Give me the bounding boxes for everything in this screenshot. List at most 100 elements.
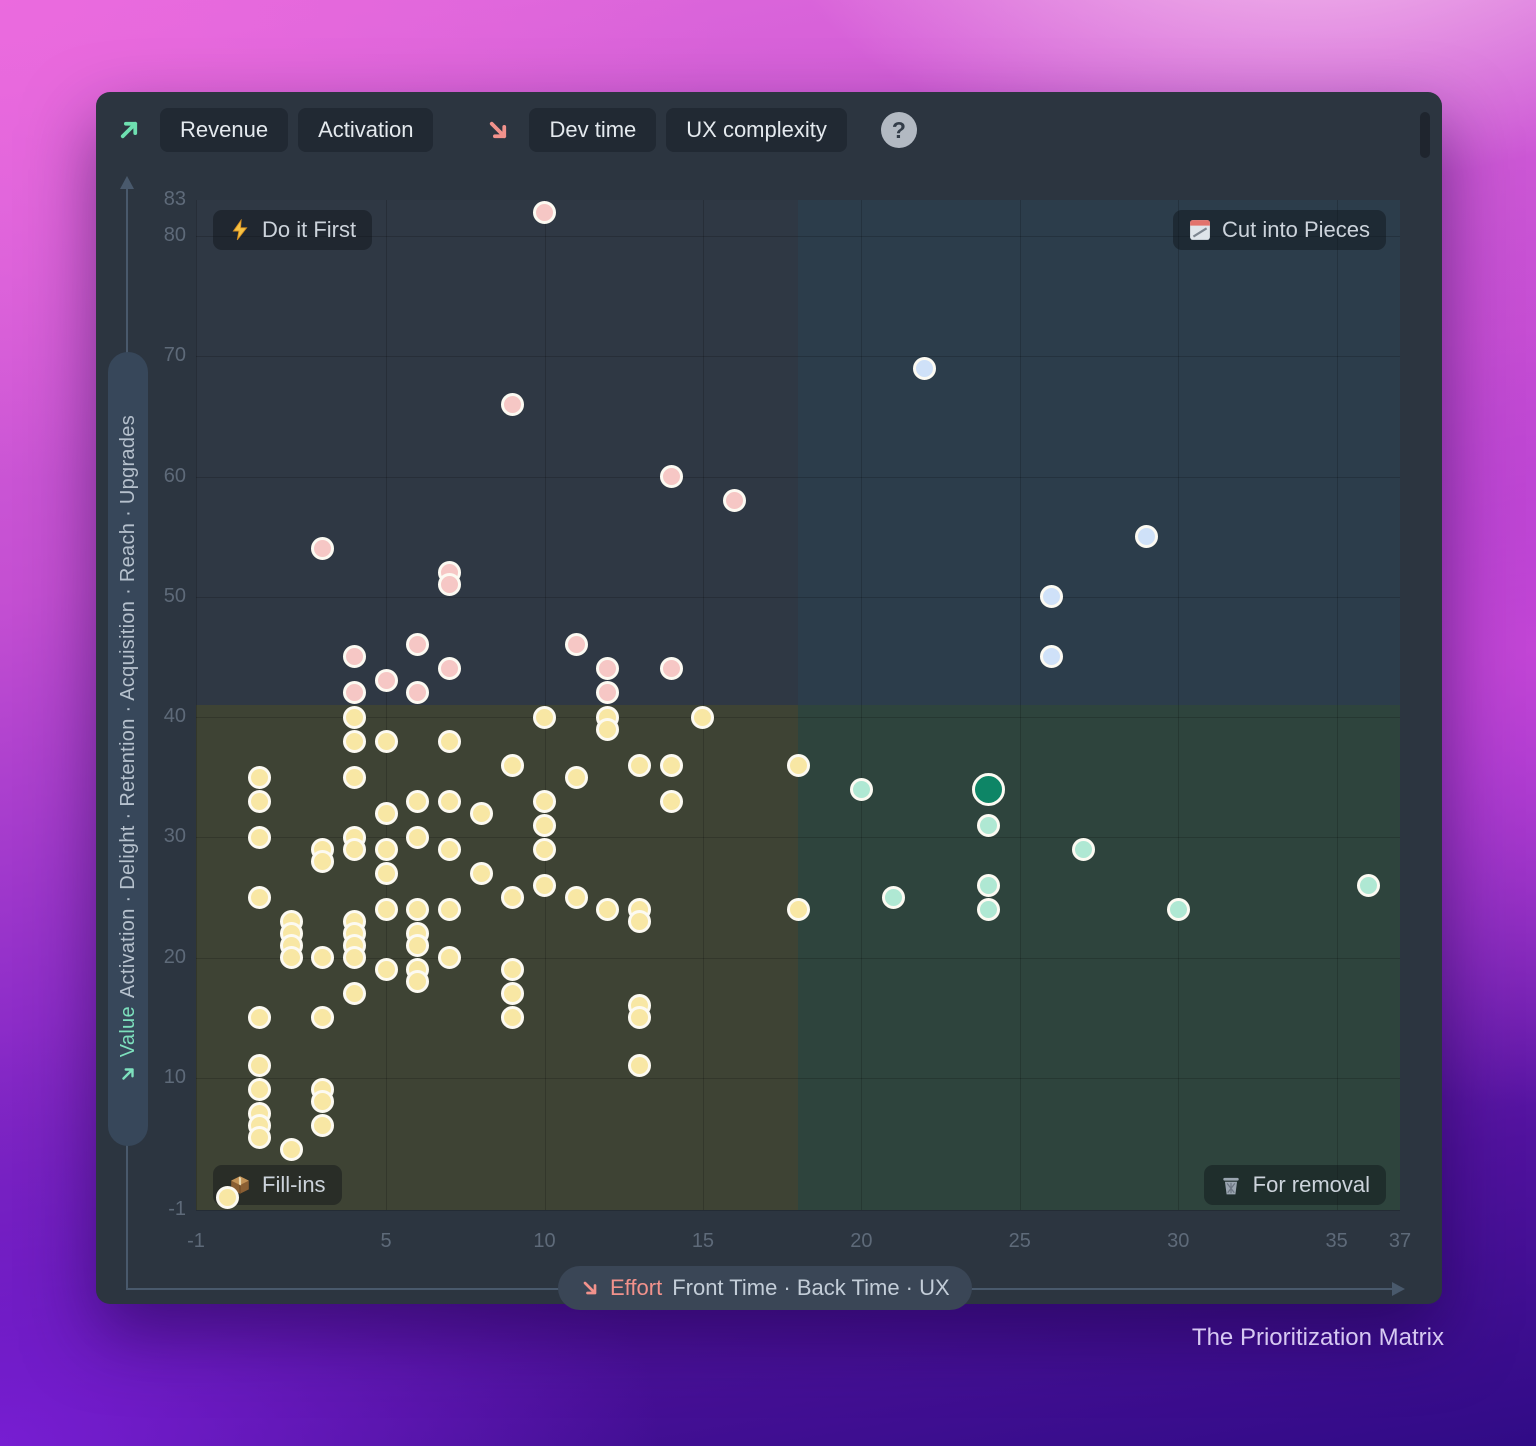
data-point[interactable]	[342, 645, 366, 669]
toolbar-scrollbar-thumb[interactable]	[1420, 112, 1430, 158]
data-point[interactable]	[342, 765, 366, 789]
data-point[interactable]	[247, 789, 271, 813]
data-point[interactable]	[1166, 897, 1190, 921]
data-point[interactable]	[628, 1054, 652, 1078]
data-point[interactable]	[342, 681, 366, 705]
data-point[interactable]	[279, 1138, 303, 1162]
data-point[interactable]	[913, 356, 937, 380]
data-point[interactable]	[564, 765, 588, 789]
data-point[interactable]	[469, 801, 493, 825]
data-point[interactable]	[342, 705, 366, 729]
gridline-horizontal	[196, 1210, 1400, 1211]
data-point[interactable]	[437, 897, 461, 921]
data-point[interactable]	[659, 753, 683, 777]
data-point[interactable]	[437, 946, 461, 969]
data-point[interactable]	[406, 970, 430, 994]
data-point[interactable]	[1039, 645, 1063, 669]
data-point[interactable]	[374, 837, 398, 861]
data-point[interactable]	[659, 657, 683, 681]
data-point[interactable]	[311, 1006, 335, 1030]
data-point[interactable]	[374, 861, 398, 885]
dev-time-button[interactable]: Dev time	[529, 108, 657, 152]
data-point[interactable]	[1039, 585, 1063, 609]
data-point[interactable]	[374, 729, 398, 753]
data-point[interactable]	[596, 897, 620, 921]
data-point[interactable]	[406, 897, 430, 921]
data-point[interactable]	[849, 777, 873, 801]
data-point[interactable]	[533, 873, 557, 897]
data-point[interactable]	[1135, 525, 1159, 549]
data-point[interactable]	[342, 837, 366, 861]
data-point[interactable]	[1356, 873, 1380, 897]
data-point[interactable]	[311, 1114, 335, 1138]
data-point[interactable]	[342, 729, 366, 753]
data-point[interactable]	[247, 825, 271, 849]
data-point[interactable]	[437, 657, 461, 681]
data-point[interactable]	[596, 657, 620, 681]
data-point[interactable]	[216, 1186, 240, 1210]
data-point[interactable]	[596, 717, 620, 741]
data-point[interactable]	[469, 861, 493, 885]
data-point[interactable]	[311, 849, 335, 873]
data-point[interactable]	[437, 729, 461, 753]
data-point[interactable]	[533, 789, 557, 813]
data-point[interactable]	[374, 801, 398, 825]
data-point[interactable]	[279, 946, 303, 969]
data-point[interactable]	[564, 633, 588, 657]
data-point[interactable]	[311, 537, 335, 561]
data-point[interactable]	[374, 958, 398, 982]
data-point[interactable]	[596, 681, 620, 705]
data-point[interactable]	[628, 909, 652, 933]
data-point[interactable]	[533, 837, 557, 861]
data-point[interactable]	[976, 873, 1000, 897]
data-point[interactable]	[628, 1006, 652, 1030]
data-point[interactable]	[723, 489, 747, 513]
data-point[interactable]	[976, 897, 1000, 921]
data-point[interactable]	[533, 200, 557, 224]
data-point[interactable]	[374, 669, 398, 693]
data-point[interactable]	[247, 1078, 271, 1102]
data-point[interactable]	[628, 753, 652, 777]
data-point[interactable]	[247, 885, 271, 909]
data-point[interactable]	[564, 885, 588, 909]
y-tick-label: -1	[168, 1198, 186, 1220]
data-point[interactable]	[501, 982, 525, 1006]
data-point[interactable]	[437, 837, 461, 861]
data-point[interactable]	[406, 681, 430, 705]
data-point[interactable]	[533, 813, 557, 837]
data-point[interactable]	[247, 765, 271, 789]
data-point[interactable]	[659, 465, 683, 489]
data-point[interactable]	[1071, 837, 1095, 861]
data-point[interactable]	[437, 573, 461, 597]
data-point[interactable]	[501, 1006, 525, 1030]
data-point[interactable]	[406, 789, 430, 813]
data-point[interactable]	[881, 885, 905, 909]
data-point[interactable]	[342, 946, 366, 969]
data-point[interactable]	[501, 885, 525, 909]
data-point[interactable]	[342, 982, 366, 1006]
data-point[interactable]	[976, 813, 1000, 837]
data-point[interactable]	[501, 392, 525, 416]
data-point[interactable]	[659, 789, 683, 813]
data-point[interactable]	[691, 705, 715, 729]
data-point[interactable]	[501, 958, 525, 982]
data-point[interactable]	[247, 1126, 271, 1150]
data-point[interactable]	[786, 753, 810, 777]
data-point[interactable]	[247, 1054, 271, 1078]
data-point[interactable]	[311, 1090, 335, 1114]
data-point[interactable]	[374, 897, 398, 921]
revenue-button[interactable]: Revenue	[160, 108, 289, 152]
data-point[interactable]	[406, 633, 430, 657]
data-point[interactable]	[311, 946, 335, 969]
data-point[interactable]	[501, 753, 525, 777]
ux-complexity-button[interactable]: UX complexity	[666, 108, 847, 152]
data-point-selected[interactable]	[971, 772, 1005, 806]
help-button[interactable]: ?	[880, 112, 917, 148]
data-point[interactable]	[406, 825, 430, 849]
data-point[interactable]	[406, 933, 430, 957]
activation-button[interactable]: Activation	[298, 108, 434, 152]
data-point[interactable]	[247, 1006, 271, 1030]
data-point[interactable]	[437, 789, 461, 813]
data-point[interactable]	[786, 897, 810, 921]
data-point[interactable]	[533, 705, 557, 729]
